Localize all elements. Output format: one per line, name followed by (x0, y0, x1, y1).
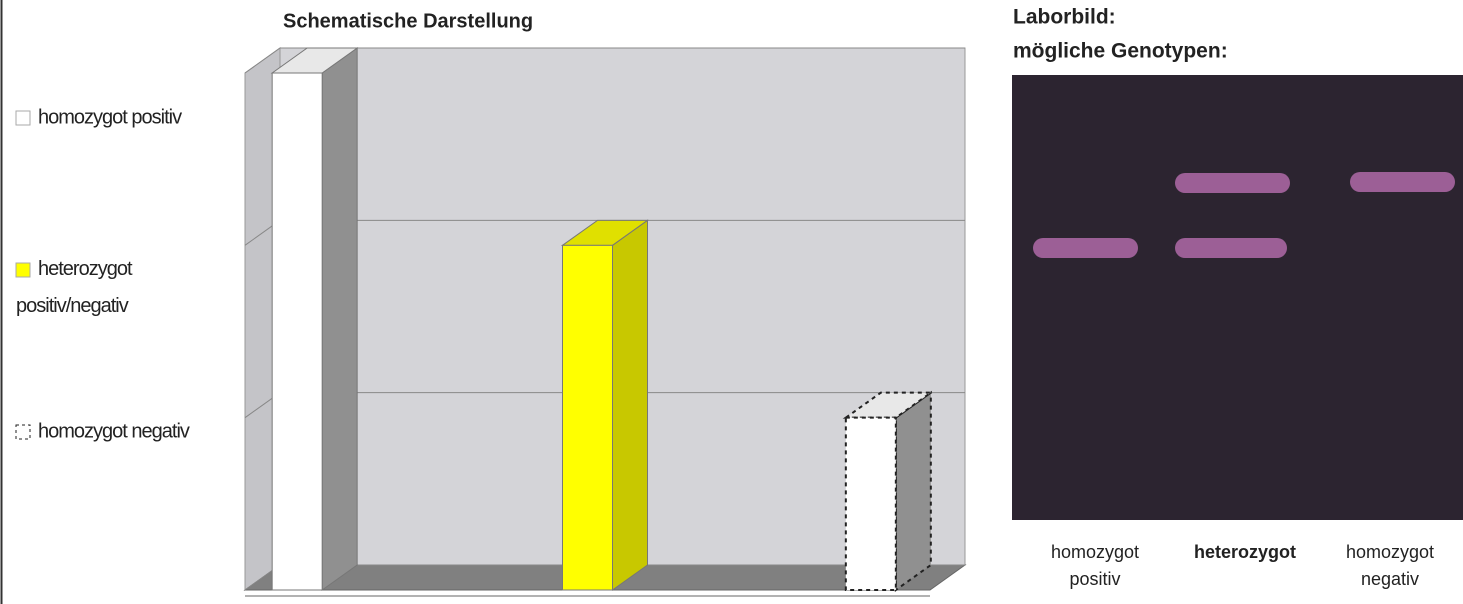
lane-label: homozygot (1051, 542, 1139, 562)
legend-swatch (15, 110, 31, 126)
band (1033, 238, 1138, 258)
legend-label: homozygot negativ (38, 420, 190, 442)
legend-swatch (15, 262, 31, 278)
band (1350, 172, 1455, 192)
lane-label: homozygot (1346, 542, 1434, 562)
lane-label: heterozygot (1194, 542, 1296, 562)
bar-side (321, 47, 358, 591)
photo-title: Laborbild: (1013, 6, 1116, 29)
legend-label: homozygot positiv (38, 106, 182, 128)
lane-label: positiv (1069, 569, 1120, 589)
bar-side (894, 390, 932, 592)
bar (271, 72, 323, 591)
legend-label: heterozygot positiv/negativ (16, 258, 133, 317)
gel-bands (1033, 172, 1455, 258)
bar (844, 416, 897, 591)
grid-line (244, 47, 281, 74)
photo-title: mögliche Genotypen: (1013, 40, 1228, 63)
bar-side (612, 219, 648, 591)
lane-label: negativ (1361, 569, 1419, 589)
bar (562, 244, 613, 591)
legend-swatch (15, 424, 31, 440)
chart-title: Schematische Darstellung (283, 10, 533, 32)
band (1175, 238, 1287, 258)
gel-photo (1012, 75, 1463, 520)
band (1175, 173, 1290, 193)
